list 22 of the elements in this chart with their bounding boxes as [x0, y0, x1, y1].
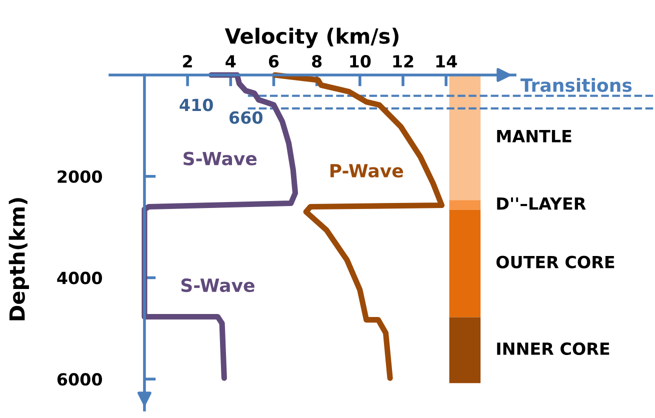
band-label: MANTLE	[497, 130, 572, 142]
band-label: D''–LAYER	[497, 197, 586, 210]
x-tick-label: 12	[393, 54, 414, 68]
ref-line-label: 410	[180, 98, 213, 112]
y-tick-label: 2000	[58, 170, 102, 183]
series-label: S-Wave	[184, 152, 257, 166]
x-tick-label: 6	[268, 55, 279, 68]
band-label: OUTER CORE	[496, 256, 614, 268]
x-tick-label: 4	[226, 55, 236, 68]
y-axis-title: Depth(km)	[8, 198, 29, 320]
series-label: P-Wave	[330, 164, 404, 178]
band-label: INNER CORE	[497, 342, 610, 356]
y-tick-label: 4000	[57, 272, 102, 284]
x-axis-title: Velocity (km/s)	[224, 28, 398, 48]
x-tick-label: 10	[350, 54, 371, 68]
x-tick-label: 2	[183, 54, 192, 68]
text: Transitions	[520, 78, 632, 92]
y-tick-label: 6000	[57, 373, 102, 386]
x-tick-label: 8	[312, 54, 322, 68]
x-tick-label: 14	[436, 55, 457, 68]
ref-line-label: 660	[230, 111, 262, 124]
annotation: S-Wave	[181, 278, 254, 292]
